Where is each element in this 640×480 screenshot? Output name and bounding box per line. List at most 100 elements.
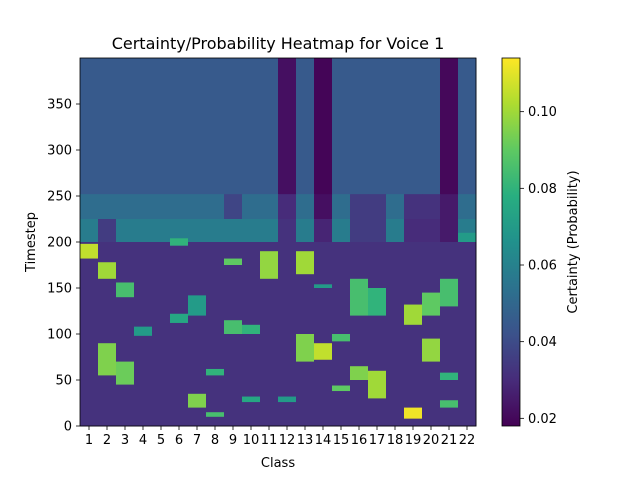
heatmap-cell bbox=[206, 58, 225, 195]
x-tick-label: 4 bbox=[139, 433, 147, 448]
heatmap-cell bbox=[314, 194, 333, 220]
heatmap-cell bbox=[368, 58, 387, 195]
heatmap-cell bbox=[368, 242, 387, 427]
heatmap-cell bbox=[350, 219, 369, 243]
heatmap-cell bbox=[332, 219, 351, 243]
heatmap-cell bbox=[260, 242, 279, 427]
colorbar-tick-label: 0.02 bbox=[528, 412, 557, 427]
heatmap-cell bbox=[206, 242, 225, 427]
heatmap-cell bbox=[242, 58, 261, 195]
heatmap-cell bbox=[404, 58, 423, 195]
heatmap-cell bbox=[422, 242, 441, 427]
heatmap-cell bbox=[170, 219, 189, 243]
heatmap-cell bbox=[170, 242, 189, 427]
heatmap-hotspot bbox=[116, 282, 134, 298]
heatmap-cell bbox=[278, 219, 297, 243]
heatmap-cell bbox=[152, 219, 171, 243]
heatmap-cell bbox=[260, 194, 279, 220]
colorbar bbox=[501, 57, 521, 427]
heatmap-hotspot bbox=[404, 407, 422, 419]
heatmap-cell bbox=[296, 219, 315, 243]
heatmap-cell bbox=[368, 219, 387, 243]
heatmap-hotspot bbox=[350, 366, 368, 380]
y-tick-label: 200 bbox=[47, 236, 72, 251]
heatmap-cell bbox=[260, 219, 279, 243]
heatmap-cell bbox=[116, 58, 135, 195]
heatmap-cell bbox=[188, 219, 207, 243]
heatmap-cell bbox=[386, 242, 405, 427]
x-tick-label: 2 bbox=[103, 433, 111, 448]
heatmap-cell bbox=[134, 58, 153, 195]
x-tick-label: 13 bbox=[297, 433, 314, 448]
colorbar-tick-label: 0.06 bbox=[528, 259, 557, 274]
heatmap-cell bbox=[116, 194, 135, 220]
heatmap-hotspot bbox=[296, 251, 314, 275]
heatmap-cell bbox=[440, 58, 459, 195]
x-tick-label: 3 bbox=[121, 433, 129, 448]
heatmap-cell bbox=[386, 219, 405, 243]
heatmap-cell bbox=[404, 219, 423, 243]
heatmap-cell bbox=[242, 219, 261, 243]
heatmap-cell bbox=[458, 194, 477, 220]
heatmap-cell bbox=[458, 242, 477, 427]
colorbar-ticks: 0.02 0.04 0.06 0.08 0.10 bbox=[520, 105, 557, 427]
heatmap-cell bbox=[80, 58, 99, 195]
heatmap-cell bbox=[296, 194, 315, 220]
heatmap-cell bbox=[152, 242, 171, 427]
heatmap-cell bbox=[152, 194, 171, 220]
y-axis-label: Timestep bbox=[24, 212, 39, 273]
heatmap-cell bbox=[314, 58, 333, 195]
heatmap-cell bbox=[332, 194, 351, 220]
x-tick-label: 18 bbox=[387, 433, 404, 448]
heatmap-cell bbox=[332, 58, 351, 195]
heatmap-cell bbox=[80, 219, 99, 243]
x-tick-label: 6 bbox=[175, 433, 183, 448]
y-tick-label: 0 bbox=[64, 420, 72, 435]
x-tick-label: 17 bbox=[369, 433, 386, 448]
heatmap-hotspot bbox=[224, 320, 242, 334]
heatmap-cell bbox=[440, 219, 459, 243]
heatmap-cell bbox=[98, 219, 117, 243]
heatmap-hotspot bbox=[134, 326, 152, 336]
heatmap-cell bbox=[224, 219, 243, 243]
heatmap-hotspot bbox=[440, 278, 458, 307]
x-tick-label: 10 bbox=[243, 433, 260, 448]
heatmap-cell bbox=[386, 58, 405, 195]
heatmap-cell bbox=[422, 58, 441, 195]
heatmap-cell bbox=[260, 58, 279, 195]
heatmap-cell bbox=[206, 219, 225, 243]
heatmap-hotspot bbox=[98, 343, 116, 376]
heatmap-hotspot bbox=[224, 258, 242, 265]
heatmap-cell bbox=[80, 242, 99, 427]
heatmap-cell bbox=[296, 58, 315, 195]
heatmap-cell bbox=[170, 58, 189, 195]
heatmap-cell bbox=[278, 58, 297, 195]
heatmap-hotspot bbox=[296, 334, 314, 362]
y-tick-label: 300 bbox=[47, 144, 72, 159]
heatmap-hotspot bbox=[188, 295, 206, 316]
heatmap-cell bbox=[404, 194, 423, 220]
colorbar-tick-label: 0.04 bbox=[528, 335, 557, 350]
heatmap-cell bbox=[98, 58, 117, 195]
heatmap-hotspot bbox=[116, 361, 134, 385]
x-tick-label: 11 bbox=[261, 433, 278, 448]
y-tick-label: 150 bbox=[47, 282, 72, 297]
heatmap-hotspot bbox=[422, 338, 440, 362]
heatmap-hotspot bbox=[242, 396, 260, 403]
heatmap-cell bbox=[440, 242, 459, 427]
heatmap-cell bbox=[368, 194, 387, 220]
x-tick-label: 15 bbox=[333, 433, 350, 448]
heatmap-cell bbox=[224, 242, 243, 427]
heatmap-cell bbox=[278, 242, 297, 427]
heatmap-cell bbox=[116, 242, 135, 427]
heatmap-cell bbox=[98, 194, 117, 220]
heatmap-cell bbox=[242, 242, 261, 427]
heatmap-hotspot bbox=[314, 284, 332, 288]
heatmap-cell bbox=[314, 242, 333, 427]
y-axis-ticks: 0 50 100 150 200 250 300 350 bbox=[47, 98, 80, 435]
heatmap-cell bbox=[152, 58, 171, 195]
heatmap-cell bbox=[458, 58, 477, 195]
heatmap-hotspot bbox=[80, 243, 98, 259]
heatmap-cell bbox=[350, 242, 369, 427]
